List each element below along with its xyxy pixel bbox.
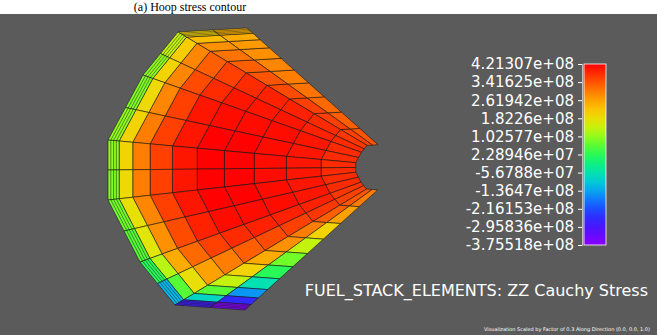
tick-label: 1.8226e+08 [481, 110, 574, 128]
mesh-cell [133, 142, 150, 169]
colorbar-tick: 3.41625e+08 [471, 73, 582, 91]
colorbar-tick: -2.95836e+08 [466, 218, 582, 236]
mesh-cell [327, 206, 359, 224]
mesh-cell [172, 169, 197, 193]
mesh-cell [143, 54, 170, 79]
mesh-cell [133, 170, 150, 198]
mesh-cell [150, 169, 172, 195]
title: FUEL_STACK_ELEMENTS: ZZ Cauchy Stress [305, 281, 648, 301]
colorbar-tick: -5.6788e+07 [475, 164, 582, 182]
tick-mark [578, 136, 582, 137]
colorbar-tick: 4.21307e+08 [471, 55, 582, 73]
mesh-cell [172, 146, 197, 169]
background [0, 0, 657, 335]
tick-mark [578, 191, 582, 192]
mesh-cell [321, 160, 356, 168]
tick-mark [578, 209, 582, 210]
mesh-line [116, 32, 251, 306]
colorbar-tick: -2.16153e+08 [466, 200, 582, 218]
tick-mark [578, 154, 582, 155]
tick-label: 2.28946e+07 [471, 146, 574, 164]
mesh-cell [197, 169, 224, 190]
tick-label: -3.75518e+08 [466, 236, 574, 254]
mesh-cell [150, 144, 172, 170]
mesh-cell [252, 265, 293, 279]
tick-mark [578, 100, 582, 101]
tick-mark [578, 82, 582, 83]
colorbar-tick: 1.02577e+08 [471, 128, 582, 146]
mesh-cell [119, 170, 133, 199]
caption: (a) Hoop stress contour [134, 0, 246, 14]
tick-mark [578, 245, 582, 246]
mesh-line [114, 31, 250, 308]
colorbar-axis-line [578, 65, 583, 246]
mesh-line [111, 29, 249, 308]
mesh-cell [161, 32, 187, 58]
colorbar-tick: -1.3647e+08 [475, 182, 582, 200]
tick-label: 1.02577e+08 [471, 128, 574, 146]
tick-label: 3.41625e+08 [471, 73, 574, 91]
tick-label: 4.21307e+08 [471, 55, 574, 73]
colorbar [584, 64, 606, 245]
mesh-cell [158, 279, 184, 305]
footnote: Visualization Scaled by Factor of 0.3 Al… [484, 326, 650, 333]
tick-label: 2.61942e+08 [471, 92, 574, 110]
caption-band [0, 0, 657, 14]
mesh-cell [140, 258, 167, 283]
tick-label: -1.3647e+08 [475, 182, 574, 200]
colorbar-tick: 1.8226e+08 [481, 110, 582, 128]
colorbar-tick: -3.75518e+08 [466, 236, 582, 254]
mesh [108, 28, 378, 310]
mesh-cell [306, 223, 341, 240]
mesh-cell [286, 238, 323, 254]
mesh-cell [268, 252, 307, 267]
mesh-cell [224, 151, 254, 169]
tick-mark [578, 227, 582, 228]
tick-label: -2.95836e+08 [466, 218, 574, 236]
chart: (a) Hoop stress contour 4.21307e+083.4162… [0, 0, 657, 335]
colorbar-axis: 4.21307e+083.41625e+082.61942e+081.8226e… [466, 55, 583, 254]
mesh-cell [286, 156, 321, 168]
tick-mark [578, 118, 582, 119]
tick-label: -5.6788e+07 [475, 164, 574, 182]
mesh-cell [197, 148, 224, 169]
colorbar-tick: 2.28946e+07 [471, 146, 582, 164]
colorbar-tick: 2.61942e+08 [471, 92, 582, 110]
tick-mark [578, 64, 582, 65]
mesh-cell [254, 153, 286, 168]
mesh-cell [349, 189, 377, 206]
tick-mark [578, 173, 582, 174]
tick-label: -2.16153e+08 [466, 200, 574, 218]
mesh-cell [119, 141, 133, 170]
